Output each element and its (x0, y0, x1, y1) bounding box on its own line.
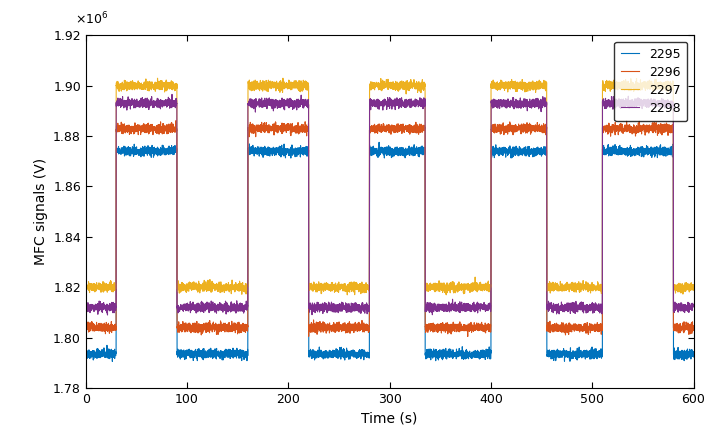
2298 (689, 303, 698, 309)
2296 (226, 326, 235, 331)
2295 (354, 350, 363, 355)
2297 (684, 284, 693, 289)
2298 (103, 312, 112, 318)
Line: 2297: 2297 (86, 78, 694, 295)
2295 (684, 350, 693, 355)
2295 (226, 347, 235, 352)
2298 (684, 310, 693, 315)
2297 (82, 282, 90, 287)
2296 (172, 118, 180, 123)
Legend: 2295, 2296, 2297, 2298: 2295, 2296, 2297, 2298 (614, 41, 687, 121)
X-axis label: Time (s): Time (s) (362, 411, 418, 426)
Line: 2295: 2295 (86, 142, 694, 362)
2296 (311, 325, 320, 331)
2297 (311, 284, 320, 289)
2296 (689, 327, 698, 333)
2297 (354, 284, 363, 289)
2297 (229, 287, 237, 292)
2295 (223, 352, 232, 358)
Text: $\times10^6$: $\times10^6$ (74, 10, 108, 27)
Y-axis label: MFC signals (V): MFC signals (V) (34, 158, 47, 265)
2296 (463, 334, 472, 339)
2298 (354, 305, 363, 310)
Line: 2298: 2298 (86, 94, 694, 315)
2298 (226, 305, 235, 310)
2295 (689, 354, 698, 359)
2295 (375, 140, 383, 145)
2296 (354, 325, 363, 330)
2297 (343, 292, 352, 298)
2297 (279, 75, 287, 81)
2298 (168, 92, 177, 97)
2296 (223, 325, 232, 330)
Line: 2296: 2296 (86, 120, 694, 336)
2295 (82, 350, 90, 355)
2296 (684, 332, 693, 337)
2298 (311, 310, 320, 315)
2297 (689, 282, 698, 288)
2297 (226, 283, 235, 288)
2297 (222, 287, 231, 292)
2295 (311, 349, 320, 354)
2295 (108, 359, 117, 364)
2296 (229, 323, 237, 329)
2298 (82, 304, 90, 309)
2298 (230, 302, 238, 307)
2296 (82, 328, 90, 333)
2298 (223, 309, 232, 314)
2295 (229, 351, 237, 356)
